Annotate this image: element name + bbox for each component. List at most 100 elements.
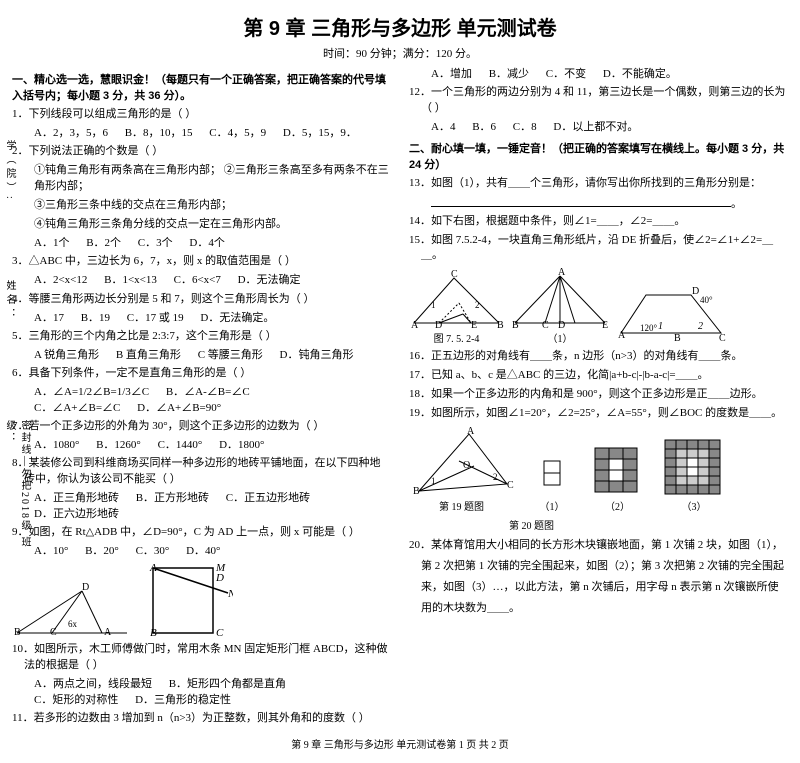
opt: C 等腰三角形 [198,348,263,363]
svg-text:120°: 120° [640,323,658,333]
svg-text:N: N [227,588,233,600]
side-school: 学（院）: [2,140,17,203]
svg-text:A: A [411,320,419,330]
svg-text:D: D [558,320,565,330]
q12: 12．一个三角形的两边分别为 4 和 11，第三边长是一个偶数，则第三边的长为（… [421,85,788,117]
opt: C．矩形的对称性 [34,693,118,708]
q15: 15．如图 7.5.2-4，一块直角三角形纸片，沿 DE 折叠后，使∠2=∠1+… [421,233,788,265]
fig20-3-cap: （3） [663,498,725,513]
svg-text:B: B [413,486,420,497]
q9-figure: B D C A 6x [12,583,132,638]
svg-text:A: A [558,268,566,278]
fig20-1-cap: （1） [532,498,572,513]
svg-text:1: 1 [431,300,436,310]
svg-text:1: 1 [658,321,663,332]
q2b: ③三角形三条中线的交点在三角形内部； [34,198,391,214]
opt: D．以上都不对。 [553,120,638,135]
opt: C．17 或 19 [127,311,184,326]
opt: C．3个 [138,236,173,251]
q6-opts: A．∠A=1/2∠B=1/3∠C B．∠A-∠B=∠C C．∠A+∠B=∠C D… [34,385,391,416]
svg-text:C: C [216,627,224,638]
opt: B．8，10，15 [125,126,193,141]
opt: A．17 [34,311,64,326]
q13-blank: 。 [431,195,788,211]
svg-text:B: B [150,627,157,638]
svg-text:2: 2 [698,321,703,332]
q4: 4．等腰三角形两边长分别是 5 和 7，则这个三角形周长为（ ） [24,292,391,308]
svg-text:C: C [50,627,57,638]
page-subtitle: 时间：90 分钟；满分：120 分。 [12,45,788,61]
q1: 1．下列线段可以组成三角形的是（ ） [24,107,391,123]
svg-text:C: C [542,320,549,330]
opt: B 直角三角形 [116,348,181,363]
svg-text:40°: 40° [700,295,713,305]
opt: C．1440° [158,438,203,453]
fig20-2: （2） [590,443,645,513]
q9-opts: A．10° B．20° C．30° D．40° [34,544,391,559]
fig19: A B C O 1 2 第 19 题图 [409,426,514,513]
q2c: ④钝角三角形三条角分线的交点一定在三角形内部。 [34,217,391,233]
svg-text:B: B [14,627,21,638]
opt: D．40° [186,544,220,559]
fig1-cap: （1） [510,330,610,345]
q9: 9．如图，在 Rt△ADB 中，∠D=90°，C 为 AD 上一点，则 x 可能… [24,525,391,541]
opt: C．正五边形地砖 [226,491,310,506]
opt: D．无法确定。 [200,311,274,326]
fig20-2-cap: （2） [590,498,645,513]
opt: A．增加 [431,67,472,82]
q6: 6．具备下列条件，一定不是直角三角形的是（ ） [24,366,391,382]
q8: 8．某装修公司到科维商场买同样一种多边形的地砖平铺地面，在以下四种地砖中，你认为… [24,456,391,488]
opt: D．5，15，9． [283,126,357,141]
q5: 5．三角形的三个内角之比是 2:3:7，这个三角形是（ ） [24,329,391,345]
opt: A．2<x<12 [34,273,87,288]
q3-opts: A．2<x<12 B．1<x<13 C．6<x<7 D．无法确定 [34,273,391,288]
opt: D．三角形的稳定性 [135,693,231,708]
page-title: 第 9 章 三角形与多边形 单元测试卷 [12,12,788,41]
fig752-cap: 图 7. 5. 2-4 [409,330,504,345]
q10-opts: A．两点之间，线段最短 B．矩形四个角都是直角 C．矩形的对称性 D．三角形的稳… [34,677,391,708]
q3: 3．△ABC 中，三边长为 6，7，x，则 x 的取值范围是（ ） [24,254,391,270]
q14: 14．如下右图，根据题中条件，则∠1=＿＿，∠2=＿＿。 [421,214,788,230]
opt: A．4 [431,120,455,135]
svg-text:A: A [149,563,157,574]
q17: 17．已知 a、b、c 是△ABC 的三边，化简|a+b-c|-|b-a-c|=… [421,368,788,384]
opt: A．1080° [34,438,79,453]
q18: 18．如果一个正多边形的内角和是 900°，则这个正多边形是正＿＿边形。 [421,387,788,403]
content-columns: 一、精心选一选，慧眼识金！（每题只有一个正确答案，把正确答案的代号填入括号内；每… [12,67,788,730]
q19: 19．如图所示，如图∠1=20°，∠2=25°，∠A=55°，则∠BOC 的度数… [421,406,788,422]
side-class: 密封线—勿把2018级 班级： [2,420,32,554]
q11: 11．若多形的边数由 3 增加到 n（n>3）为正整数，则其外角和的度数（ ） [24,711,391,727]
page-number: 第 9 章 三角形与多边形 单元测试卷第 1 页 共 2 页 [12,736,788,751]
opt: C．不变 [546,67,586,82]
fig20-cap: 第 20 题图 [509,517,788,532]
opt: A．2，3，5，6 [34,126,108,141]
svg-text:6x: 6x [68,619,78,629]
opt: A 锐角三角形 [34,348,99,363]
opt: A．两点之间，线段最短 [34,677,152,692]
q20: 20．某体育馆用大小相同的长方形木块镶嵌地面，第 1 次铺 2 块，如图（1），… [421,535,788,619]
opt: B．∠A-∠B=∠C [166,385,250,400]
svg-text:D: D [435,320,442,330]
opt: B．2个 [86,236,121,251]
svg-text:D: D [82,583,89,593]
q5-opts: A 锐角三角形 B 直角三角形 C 等腰三角形 D．钝角三角形 [34,348,391,363]
section2-head: 二、耐心填一填，一锤定音！（把正确的答案填写在横线上。每小题 3 分，共 24 … [409,140,788,172]
svg-text:D: D [215,572,224,584]
svg-text:B: B [674,333,681,344]
svg-text:D: D [692,286,699,297]
opt: B．矩形四个角都是直角 [169,677,286,692]
svg-text:C: C [507,480,514,491]
q12-opts: A．4 B．6 C．8 D．以上都不对。 [431,120,788,135]
svg-text:2: 2 [475,300,480,310]
q7-opts: A．1080° B．1260° C．1440° D．1800° [34,438,391,453]
svg-text:E: E [471,320,477,330]
svg-text:A: A [467,426,475,437]
q2: 2．下列说法正确的个数是（ ） [24,144,391,160]
fig-1: B E A C D （1） [510,268,610,345]
left-column: 一、精心选一选，慧眼识金！（每题只有一个正确答案，把正确答案的代号填入括号内；每… [12,67,391,730]
opt: D．∠A+∠B=90° [137,401,221,416]
q19-20-figs: A B C O 1 2 第 19 题图 （1） [409,426,788,513]
opt: B．正方形地砖 [136,491,209,506]
opt: A．1个 [34,236,69,251]
opt: B．减少 [489,67,529,82]
